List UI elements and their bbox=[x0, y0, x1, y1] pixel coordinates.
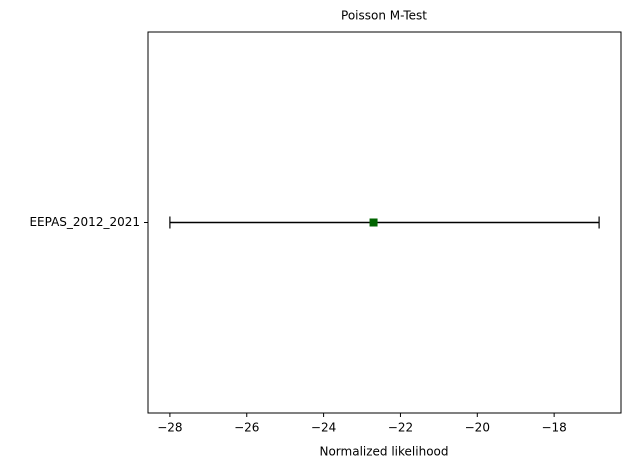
point bbox=[369, 218, 378, 227]
x-tick-label: −20 bbox=[465, 421, 490, 435]
chart-title: Poisson M-Test bbox=[341, 9, 427, 23]
x-tick-label: −22 bbox=[388, 421, 413, 435]
y-tick-label: EEPAS_2012_2021 bbox=[29, 215, 140, 229]
x-tick-label: −24 bbox=[311, 421, 336, 435]
x-tick-label: −18 bbox=[541, 421, 566, 435]
x-tick-label: −28 bbox=[157, 421, 182, 435]
x-tick-label: −26 bbox=[234, 421, 259, 435]
x-axis-label: Normalized likelihood bbox=[319, 445, 448, 459]
